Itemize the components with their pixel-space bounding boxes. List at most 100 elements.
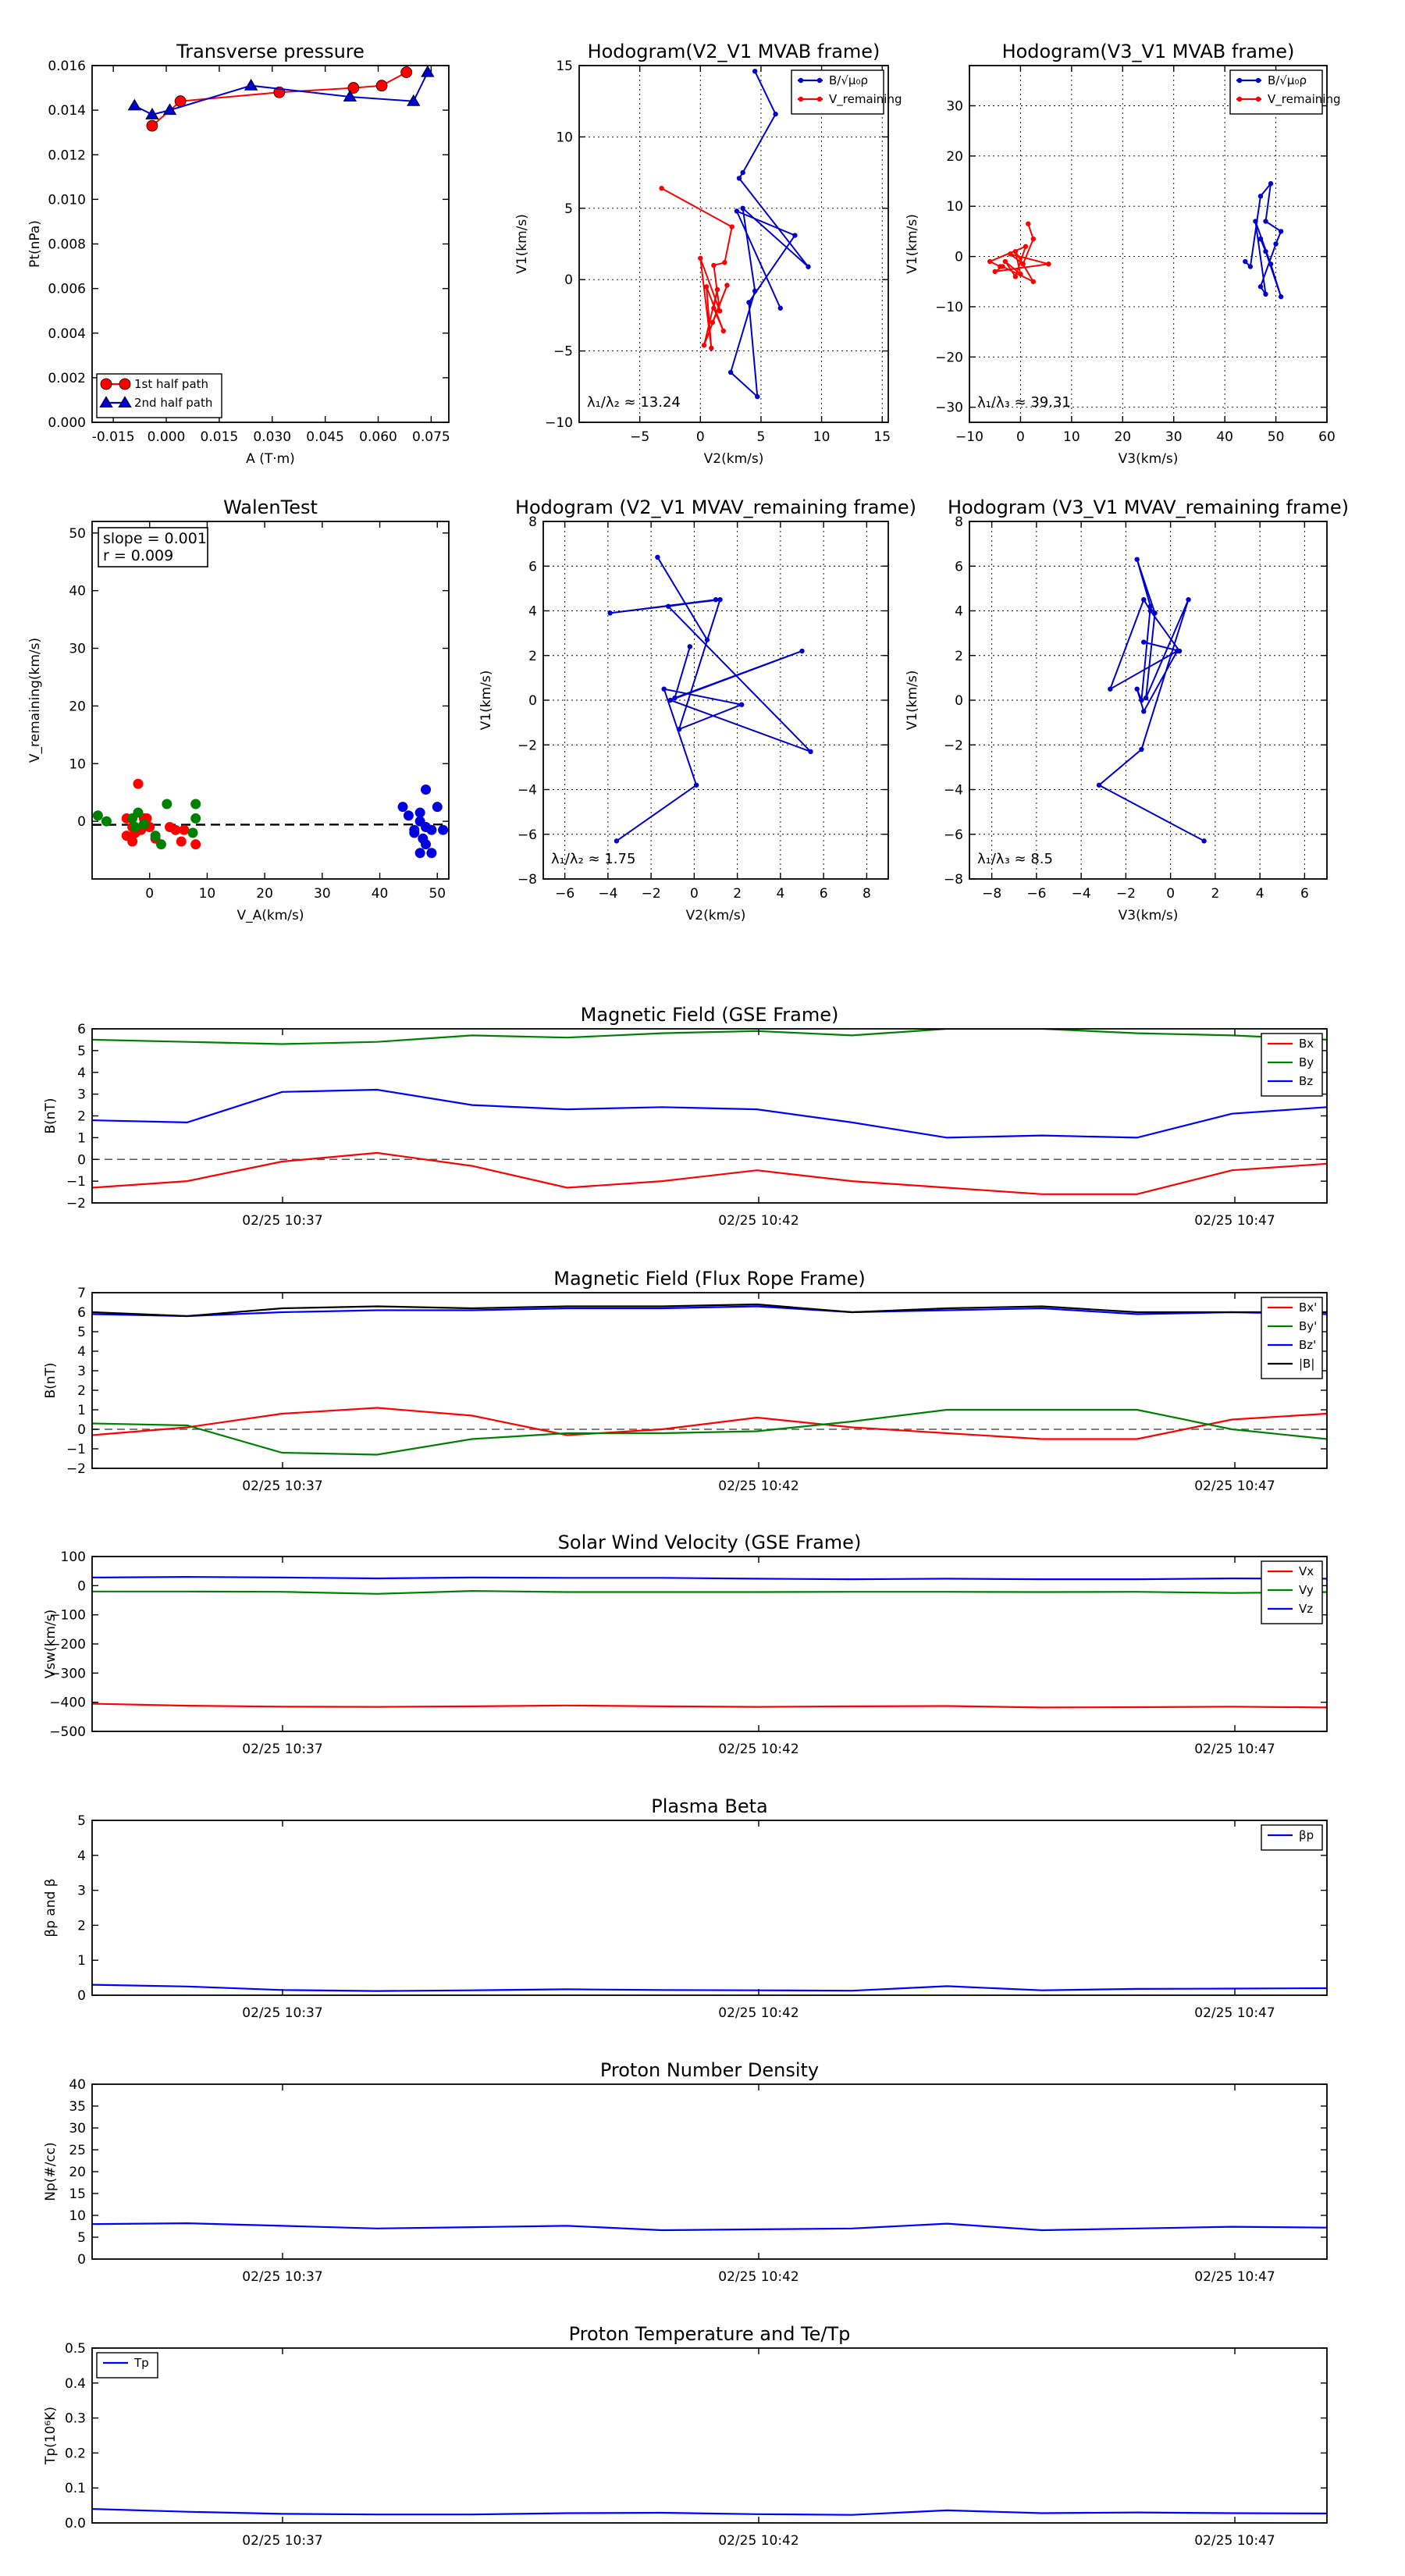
y-tick-label: 50	[69, 526, 86, 542]
data-point	[717, 596, 723, 603]
data-point	[1141, 596, 1147, 603]
y-tick-label: 0.002	[48, 371, 86, 386]
x-tick-label: 8	[863, 886, 871, 902]
data-point	[101, 816, 112, 827]
x-tick-label: 4	[776, 886, 784, 902]
ratio-annotation: λ₁/λ₃ ≈ 39.31	[977, 394, 1071, 411]
y-tick-label: −5	[553, 344, 573, 360]
data-point	[407, 94, 421, 106]
y-tick-label: 0.016	[48, 59, 86, 74]
y-tick-label: 30	[69, 2121, 86, 2137]
legend-marker	[100, 378, 112, 390]
data-point	[92, 810, 103, 821]
legend-marker	[1255, 77, 1261, 84]
y-tick-label: 20	[69, 2165, 86, 2180]
data-point	[808, 749, 813, 755]
legend-label: βp	[1299, 1828, 1314, 1842]
y-tick-label: 0.004	[48, 326, 86, 342]
y-tick-label: 4	[77, 1848, 86, 1864]
legend-label: Bx	[1299, 1037, 1314, 1051]
legend-box	[1261, 1824, 1323, 1851]
data-point	[655, 554, 660, 560]
x-tick-label: 0.030	[253, 429, 291, 445]
y-tick-label: 25	[69, 2143, 86, 2158]
y-tick-label: 0	[564, 272, 573, 288]
x-axis-label: A (T·m)	[246, 451, 295, 467]
data-point	[179, 824, 190, 835]
plot-frame	[91, 2347, 1328, 2524]
data-point	[1201, 838, 1207, 844]
x-tick-label: 02/25 10:47	[1194, 1478, 1275, 1494]
y-tick-label: 8	[528, 514, 537, 530]
legend-box	[1229, 69, 1323, 115]
x-tick-label: 02/25 10:42	[718, 2269, 799, 2285]
y-axis-label: V1(km/s)	[514, 214, 530, 274]
data-point	[1268, 262, 1274, 267]
data-point	[1046, 262, 1051, 267]
data-point	[717, 308, 723, 314]
data-point	[734, 208, 740, 214]
data-point	[709, 345, 714, 351]
data-point	[409, 827, 420, 838]
x-tick-label: −2	[642, 886, 661, 902]
legend: B/√μ₀ρ V_remaining	[791, 69, 902, 115]
data-point	[738, 702, 745, 707]
legend-label: B/√μ₀ρ	[1268, 73, 1307, 87]
x-tick-label: 02/25 10:47	[1194, 1213, 1275, 1229]
x-tick-label: −8	[982, 886, 1001, 902]
data-point	[414, 807, 425, 818]
data-point	[740, 205, 745, 211]
y-tick-label: 4	[955, 604, 963, 620]
y-axis-label: Pt(nPa)	[27, 220, 43, 268]
data-point	[992, 269, 998, 275]
x-tick-label: 2	[733, 886, 742, 902]
data-point	[607, 610, 613, 616]
x-tick-label: 0.000	[148, 429, 186, 445]
data-point	[799, 648, 805, 654]
data-point	[127, 98, 141, 111]
data-point	[722, 260, 727, 265]
data-point	[777, 305, 783, 311]
data-point	[693, 782, 699, 788]
x-tick-label: 0.045	[306, 429, 344, 445]
x-axis-label: V_A(km/s)	[237, 908, 304, 923]
data-point	[659, 186, 664, 191]
plot-frame	[578, 65, 889, 423]
data-point	[190, 813, 201, 824]
series-line-0	[92, 1151, 1327, 1195]
legend-marker	[1255, 96, 1261, 102]
data-point	[666, 603, 671, 609]
plot-area	[987, 180, 1284, 300]
x-tick-label: 02/25 10:42	[718, 2533, 799, 2549]
y-axis-label: B(nT)	[43, 1098, 59, 1133]
chart-title: Magnetic Field (GSE Frame)	[581, 1004, 839, 1026]
data-point	[661, 686, 667, 692]
data-point	[176, 836, 187, 847]
data-point	[187, 827, 198, 838]
plot-area	[92, 1029, 1327, 1195]
x-tick-label: −6	[555, 886, 574, 902]
series-line-0	[92, 2222, 1327, 2232]
data-point	[1176, 648, 1183, 654]
y-tick-label: −2	[66, 1196, 86, 1212]
y-tick-label: −6	[944, 827, 963, 843]
legend-label: By'	[1299, 1319, 1317, 1333]
x-tick-label: 50	[1268, 429, 1285, 445]
x-tick-label: 5	[757, 429, 766, 445]
data-point	[703, 284, 710, 290]
plot-area	[92, 2508, 1327, 2516]
legend-marker	[1236, 77, 1243, 84]
data-point	[121, 831, 132, 841]
legend: Bx By Bz	[1261, 1033, 1323, 1097]
chart-title: Proton Temperature and Te/Tp	[569, 2323, 851, 2345]
y-tick-label: 0.2	[65, 2446, 86, 2461]
plot-area	[1096, 557, 1207, 844]
y-tick-label: −2	[66, 1461, 86, 1477]
x-tick-label: 02/25 10:42	[718, 1478, 799, 1494]
x-axis-label: V3(km/s)	[1119, 908, 1179, 923]
y-tick-label: −10	[545, 415, 573, 431]
legend-label: Tp	[133, 2356, 149, 2370]
y-tick-label: 10	[69, 756, 86, 772]
